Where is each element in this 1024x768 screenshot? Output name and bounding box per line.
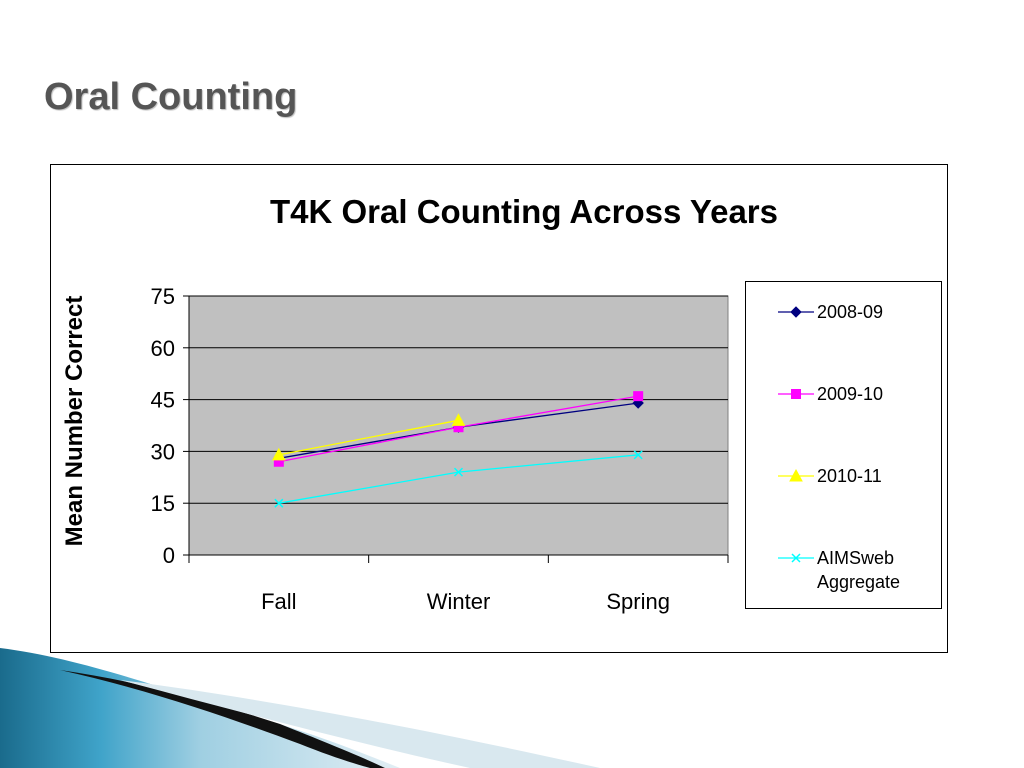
legend-marker [790, 306, 802, 318]
legend-marker [791, 553, 801, 563]
chart-title: T4K Oral Counting Across Years [270, 193, 778, 230]
legend-swatch [778, 389, 814, 399]
legend-swatch [778, 306, 814, 318]
legend-label: 2008-09 [817, 302, 884, 322]
line-chart: 0 15 30 45 60 75 Fall Winter Spring [151, 284, 729, 614]
data-point-2010-11 [271, 447, 286, 461]
legend-marker [791, 389, 801, 399]
legend-marker [789, 468, 803, 482]
data-point-2009-10 [453, 422, 464, 433]
slide-title: Oral Counting [44, 76, 298, 118]
decorative-wave [0, 648, 600, 768]
data-point-AIMSweb Aggregate [274, 498, 284, 508]
legend-label: AIMSweb Aggregate [817, 548, 901, 592]
legend-label: 2010-11 [817, 466, 882, 486]
legend-item: 2008-09 [778, 300, 883, 324]
wave-light-band [120, 680, 600, 768]
legend-label: 2009-10 [817, 384, 884, 404]
legend-item: 2009-10 [778, 382, 883, 406]
data-point-AIMSweb Aggregate [453, 467, 464, 477]
data-point-2009-10 [633, 391, 644, 402]
data-point-2010-11 [451, 413, 466, 426]
chart-legend: 2008-09 2009-10 2010-11 AIMSweb Aggregate [745, 281, 942, 609]
y-tick-label: 75 [151, 284, 175, 309]
data-point-AIMSweb Aggregate [633, 450, 643, 460]
y-tick-label: 45 [151, 388, 175, 413]
y-tick-label: 15 [151, 491, 175, 516]
y-tick-label: 30 [151, 439, 175, 464]
x-tick-label: Winter [427, 589, 491, 614]
x-tick-label: Fall [261, 589, 296, 614]
y-tick-label: 60 [151, 336, 175, 361]
series-line-2010-11 [278, 419, 459, 456]
y-tick-label: 0 [163, 543, 175, 568]
x-tick-label: Spring [606, 589, 670, 614]
wave-dark-stripe [60, 670, 385, 768]
legend-item: 2010-11 [778, 464, 882, 488]
data-point-2009-10 [273, 456, 284, 467]
legend-swatch [778, 553, 814, 563]
legend-swatch [778, 468, 814, 482]
chart-frame: T4K Oral Counting Across Years Mean Numb… [50, 164, 948, 653]
legend-item: AIMSweb Aggregate [778, 546, 927, 594]
